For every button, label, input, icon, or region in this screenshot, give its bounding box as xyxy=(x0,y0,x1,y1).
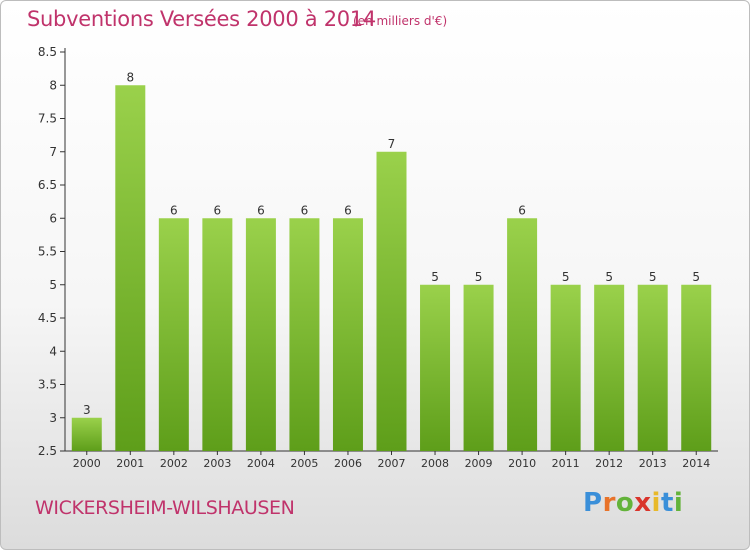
y-tick-label: 3.5 xyxy=(38,378,57,392)
bar xyxy=(376,151,407,451)
data-label: 7 xyxy=(388,137,396,151)
bar xyxy=(507,218,538,451)
x-tick-label: 2010 xyxy=(508,457,536,470)
data-label: 5 xyxy=(649,270,657,284)
data-label: 6 xyxy=(344,203,352,217)
logo-letter: P xyxy=(583,488,603,518)
y-tick-label: 2.5 xyxy=(38,444,57,458)
chart-title: Subventions Versées 2000 à 2014 xyxy=(27,7,376,31)
y-tick-label: 8.5 xyxy=(38,45,57,59)
commune-name: WICKERSHEIM-WILSHAUSEN xyxy=(35,497,295,519)
bar xyxy=(463,284,494,451)
y-tick-label: 7.5 xyxy=(38,112,57,126)
x-tick-label: 2014 xyxy=(682,457,710,470)
x-tick-label: 2008 xyxy=(421,457,449,470)
bar xyxy=(332,218,363,451)
bar xyxy=(420,284,451,451)
data-label: 6 xyxy=(170,203,178,217)
y-tick-label: 4.5 xyxy=(38,311,57,325)
y-tick-label: 4 xyxy=(49,344,57,358)
data-label: 6 xyxy=(214,203,222,217)
bar xyxy=(594,284,625,451)
bar xyxy=(158,218,189,451)
x-tick-label: 2013 xyxy=(639,457,667,470)
x-tick-label: 2006 xyxy=(334,457,362,470)
bar xyxy=(71,417,102,451)
x-tick-label: 2012 xyxy=(595,457,623,470)
chart-unit: (en milliers d'€) xyxy=(353,14,448,28)
x-tick-label: 2002 xyxy=(160,457,188,470)
bar xyxy=(245,218,276,451)
y-tick-label: 3 xyxy=(49,411,57,425)
logo-letter: o xyxy=(615,488,635,518)
bar xyxy=(550,284,581,451)
data-label: 6 xyxy=(518,203,526,217)
logo-letter: t xyxy=(660,488,674,518)
x-tick-label: 2001 xyxy=(116,457,144,470)
y-tick-label: 5 xyxy=(49,278,57,292)
data-label: 8 xyxy=(126,70,134,84)
y-tick-label: 6.5 xyxy=(38,178,57,192)
data-label: 5 xyxy=(562,270,570,284)
data-label: 6 xyxy=(301,203,309,217)
x-tick-label: 2003 xyxy=(203,457,231,470)
bar xyxy=(115,85,146,451)
x-tick-label: 2004 xyxy=(247,457,275,470)
bar xyxy=(289,218,320,451)
data-label: 3 xyxy=(83,403,91,417)
data-label: 5 xyxy=(692,270,700,284)
logo-letter: i xyxy=(651,488,661,518)
data-label: 6 xyxy=(257,203,265,217)
y-tick-label: 7 xyxy=(49,145,57,159)
y-tick-label: 8 xyxy=(49,78,57,92)
proxiti-logo[interactable]: Proxiti xyxy=(583,488,683,518)
logo-letter: x xyxy=(634,488,652,518)
data-label: 5 xyxy=(475,270,483,284)
bar xyxy=(202,218,233,451)
x-tick-label: 2007 xyxy=(378,457,406,470)
x-tick-label: 2011 xyxy=(552,457,580,470)
y-tick-label: 5.5 xyxy=(38,245,57,259)
data-label: 5 xyxy=(605,270,613,284)
bar xyxy=(637,284,668,451)
y-tick-label: 6 xyxy=(49,211,57,225)
logo-letter: i xyxy=(673,488,684,518)
x-tick-label: 2005 xyxy=(290,457,318,470)
bar xyxy=(681,284,712,451)
x-tick-label: 2009 xyxy=(465,457,493,470)
data-label: 5 xyxy=(431,270,439,284)
logo-letter: r xyxy=(602,488,616,518)
x-tick-label: 2000 xyxy=(73,457,101,470)
